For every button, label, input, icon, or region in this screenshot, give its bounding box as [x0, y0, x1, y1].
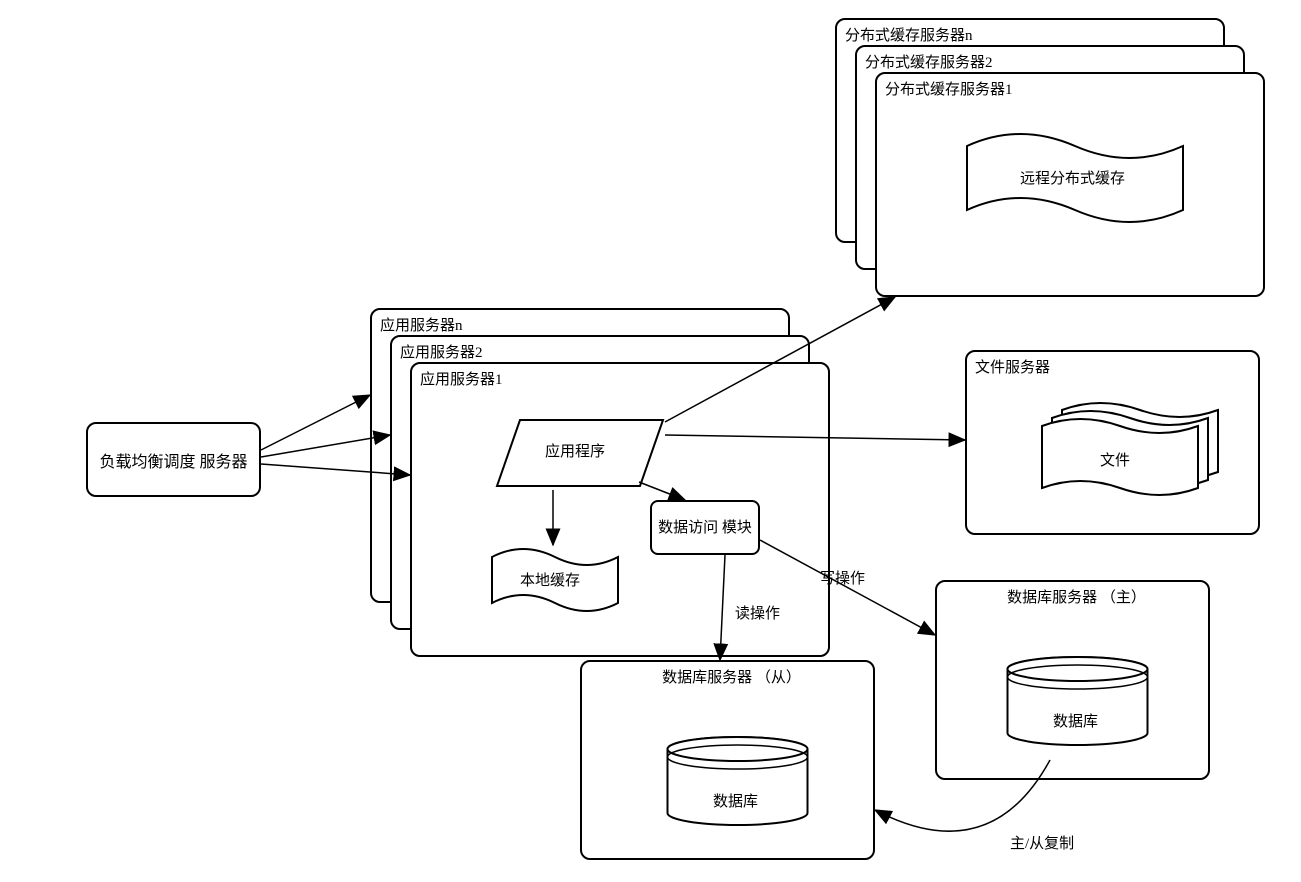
application-label: 应用程序 — [545, 443, 605, 463]
db-slave-label: 数据库 — [713, 793, 758, 813]
app-server-n-label: 应用服务器n — [372, 310, 788, 335]
edge-lb-to-appn — [261, 395, 370, 450]
load-balancer-label: 负载均衡调度 服务器 — [99, 448, 247, 472]
db-server-master-label: 数据库服务器 （主） — [937, 582, 1208, 607]
local-cache-label: 本地缓存 — [520, 572, 580, 592]
cache-server-2-label: 分布式缓存服务器2 — [857, 47, 1243, 72]
edge-read-label: 读操作 — [735, 605, 780, 625]
load-balancer-box: 负载均衡调度 服务器 — [86, 422, 261, 497]
edge-replicate-label: 主/从复制 — [1010, 835, 1074, 855]
db-slave-shape — [665, 735, 810, 830]
data-access-label: 数据访问 模块 — [658, 519, 752, 537]
db-master-label: 数据库 — [1053, 713, 1098, 733]
file-label: 文件 — [1100, 452, 1130, 472]
app-server-2-label: 应用服务器2 — [392, 337, 808, 362]
cache-server-n-label: 分布式缓存服务器n — [837, 20, 1223, 45]
data-access-box: 数据访问 模块 — [650, 500, 760, 555]
edge-write-label: 写操作 — [820, 570, 865, 590]
cache-server-1-label: 分布式缓存服务器1 — [877, 74, 1263, 99]
remote-cache-label: 远程分布式缓存 — [1020, 170, 1125, 190]
app-server-1-label: 应用服务器1 — [412, 364, 828, 389]
db-server-slave-label: 数据库服务器 （从） — [582, 662, 873, 687]
file-server-label: 文件服务器 — [967, 352, 1258, 377]
db-master-shape — [1005, 655, 1150, 750]
architecture-diagram: 负载均衡调度 服务器 应用服务器n 应用服务器2 应用服务器1 应用程序 本地缓… — [0, 0, 1301, 882]
